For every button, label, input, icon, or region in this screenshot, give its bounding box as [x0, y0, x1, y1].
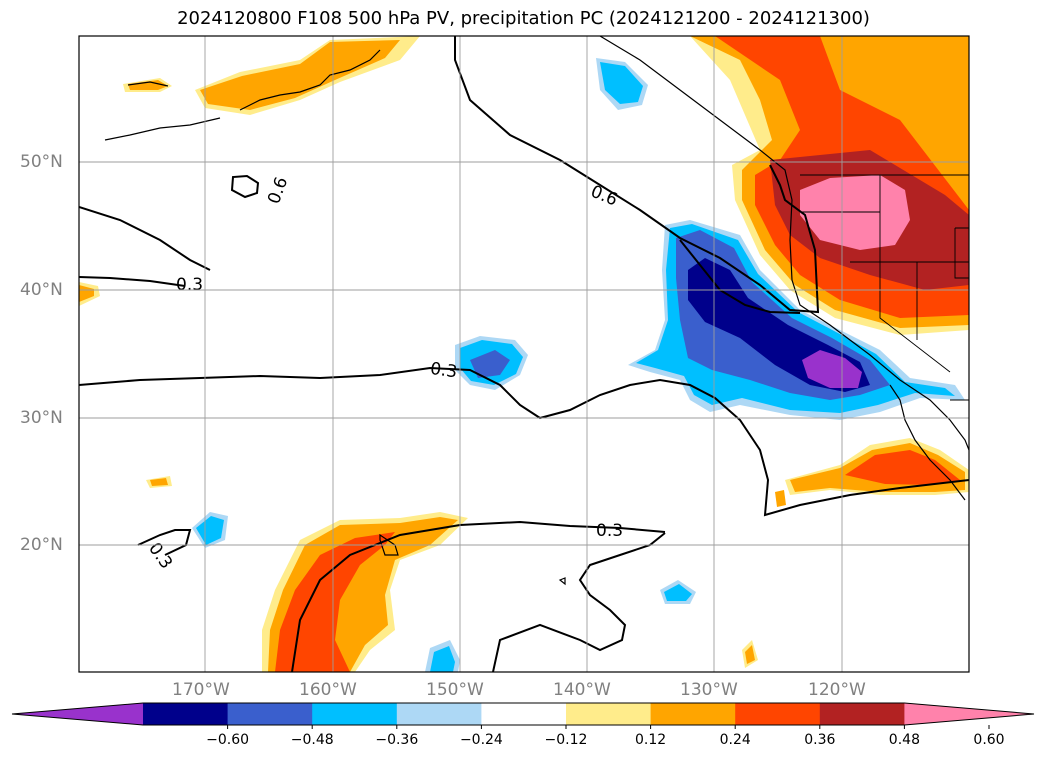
colorbar-tick-label: −0.60	[206, 732, 250, 748]
precip-cyan-b5	[430, 646, 455, 672]
colorbar-extend-max	[904, 703, 1034, 725]
colorbar-segment	[819, 703, 905, 725]
colorbar-segment	[227, 703, 313, 725]
lat-label: 30°N	[20, 408, 63, 428]
gridlines	[79, 36, 969, 672]
lon-label: 140°W	[553, 680, 611, 700]
precip-orange-nw	[200, 40, 400, 110]
contour-label: 0.3	[429, 359, 459, 383]
colorbar-tick-label: 0.48	[888, 732, 920, 748]
borders	[800, 174, 969, 401]
lon-label: 120°W	[808, 680, 866, 700]
colorbar-segment	[143, 703, 229, 725]
colorbar-tick-label: −0.12	[544, 732, 588, 748]
colorbar-tick-label: 0.24	[719, 732, 751, 748]
precip-purple-c	[802, 350, 862, 388]
lon-label: 170°W	[172, 680, 230, 700]
precip-red-s	[275, 532, 395, 672]
precip-cyan-b3	[196, 516, 224, 545]
contour-label: 0.6	[264, 174, 292, 206]
precip-red-baja	[845, 450, 960, 485]
map-frame	[78, 35, 970, 673]
precip-orange-small2	[150, 478, 168, 486]
colorbar-tick-label: 0.36	[804, 732, 836, 748]
colorbar-tick-label: −0.24	[459, 732, 503, 748]
precip-orange-tiny	[745, 645, 755, 664]
precip-pink-ne	[800, 175, 910, 250]
coastlines	[104, 36, 969, 586]
colorbar-segment	[481, 703, 567, 725]
precip-cyan-b2	[600, 62, 643, 104]
precip-orange-tiny2	[775, 490, 786, 507]
contour-label: 0.3	[596, 521, 623, 541]
colorbar-segment	[396, 703, 482, 725]
colorbar-extend-min	[12, 703, 143, 725]
precip-orange-left	[79, 285, 94, 302]
colorbar-tick-label: −0.36	[375, 732, 419, 748]
colorbar-segment	[312, 703, 398, 725]
lon-label: 150°W	[426, 680, 484, 700]
precip-medblue-b1	[470, 350, 510, 378]
precip-orange-small1	[128, 80, 168, 90]
lat-label: 20°N	[20, 535, 63, 555]
lon-label: 160°W	[299, 680, 357, 700]
colorbar-segment	[735, 703, 821, 725]
colorbar-outline	[11, 702, 1035, 726]
colorbar-segment	[566, 703, 652, 725]
pv-contours	[79, 36, 969, 672]
colorbar	[11, 702, 1035, 729]
colorbar-segment	[650, 703, 736, 725]
lon-label: 130°W	[680, 680, 738, 700]
colorbar-tick-label: 0.60	[973, 732, 1005, 748]
contour-label: 0.6	[588, 182, 621, 211]
map-title: 2024120800 F108 500 hPa PV, precipitatio…	[177, 8, 870, 29]
map-fields: 0.6 0.3 0.6 0.3 0.3 0.3	[79, 36, 969, 672]
lat-label: 40°N	[20, 280, 63, 300]
lat-label: 50°N	[20, 152, 63, 172]
colorbar-tick-label: 0.12	[635, 732, 667, 748]
colorbar-tick-label: −0.48	[290, 732, 334, 748]
precip-cyan-b4	[664, 584, 692, 601]
